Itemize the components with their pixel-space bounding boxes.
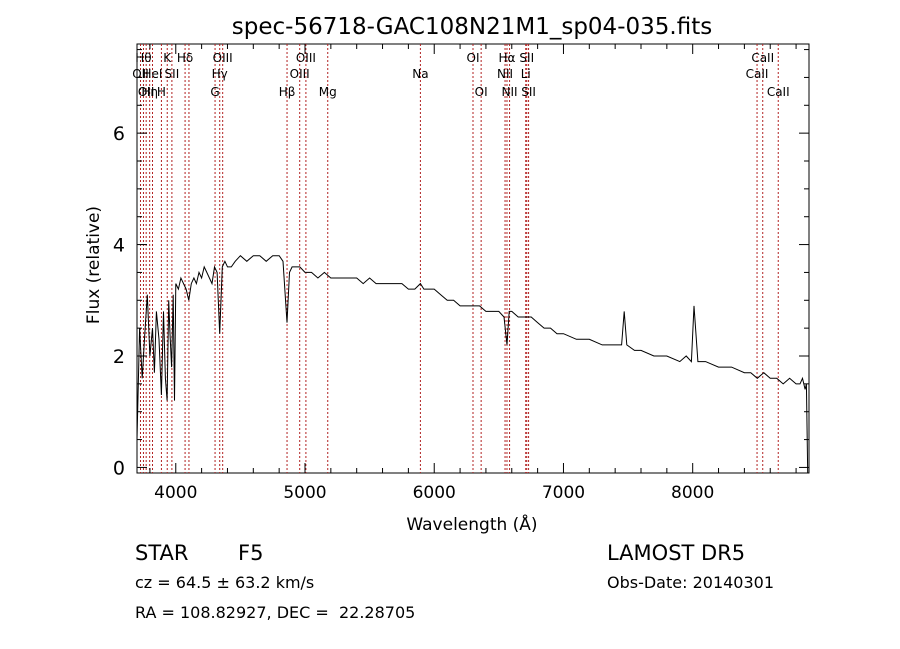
emission-line-label: Hθ (135, 51, 151, 65)
y-tick-label: 0 (113, 457, 125, 479)
x-axis-label: Wavelength (Å) (406, 513, 537, 535)
emission-line-label: Hγ (212, 67, 228, 81)
emission-line-label: Hη (141, 85, 158, 99)
emission-line-label: Li (521, 67, 531, 81)
emission-line-label: OIII (296, 51, 316, 65)
emission-line-label: Na (412, 67, 428, 81)
emission-line-label: OIII (290, 67, 310, 81)
object-class: STAR (135, 541, 189, 565)
spectrum-line (136, 255, 809, 474)
x-tick-label: 5000 (283, 483, 326, 503)
emission-line-labels: OIIHθOIIHηHeIHKSIIHδGHγOIIIHβOIIIOIIIMgN… (132, 51, 789, 99)
x-tick-label: 6000 (413, 483, 456, 503)
x-tick-label: 7000 (542, 483, 585, 503)
y-axis-ticks: 0 2 4 6 (113, 49, 809, 479)
emission-line-label: OII (132, 67, 149, 81)
emission-line-label: OI (475, 85, 488, 99)
emission-line-label: OII (138, 85, 155, 99)
y-axis-label: Flux (relative) (84, 206, 104, 324)
x-tick-label: 4000 (154, 483, 197, 503)
y-tick-label: 4 (113, 235, 125, 257)
chart-title: spec-56718-GAC108N21M1_sp04-035.fits (232, 14, 712, 40)
x-tick-label: 8000 (671, 483, 714, 503)
emission-line-label: CaII (746, 67, 769, 81)
redshift-velocity: cz = 64.5 ± 63.2 km/s (135, 573, 315, 592)
object-subclass: F5 (238, 541, 264, 565)
y-tick-label: 2 (113, 346, 125, 368)
emission-line-label: SII (165, 67, 180, 81)
emission-line-label: K (163, 51, 172, 65)
emission-line-label: SII (519, 51, 534, 65)
emission-line-label: Hβ (279, 85, 296, 99)
emission-line-label: G (210, 85, 219, 99)
survey-name: LAMOST DR5 (607, 541, 746, 565)
emission-line-label: Hα (499, 51, 516, 65)
emission-line-label: CaII (767, 85, 790, 99)
emission-line-markers (139, 44, 779, 473)
x-axis-ticks: 4000 5000 6000 7000 8000 (149, 44, 797, 503)
coordinates: RA = 108.82927, DEC = 22.28705 (135, 603, 416, 622)
emission-line-label: NII (497, 67, 513, 81)
emission-line-label: Hδ (177, 51, 193, 65)
emission-line-label: HeI (143, 67, 163, 81)
emission-line-label: H (157, 85, 166, 99)
emission-line-label: OIII (213, 51, 233, 65)
emission-line-label: SII (521, 85, 536, 99)
emission-line-label: Mg (319, 85, 337, 99)
emission-line-label: NII (502, 85, 518, 99)
emission-line-label: CaII (751, 51, 774, 65)
observation-date: Obs-Date: 20140301 (607, 573, 775, 592)
y-tick-label: 6 (113, 123, 125, 145)
emission-line-label: OI (467, 51, 480, 65)
